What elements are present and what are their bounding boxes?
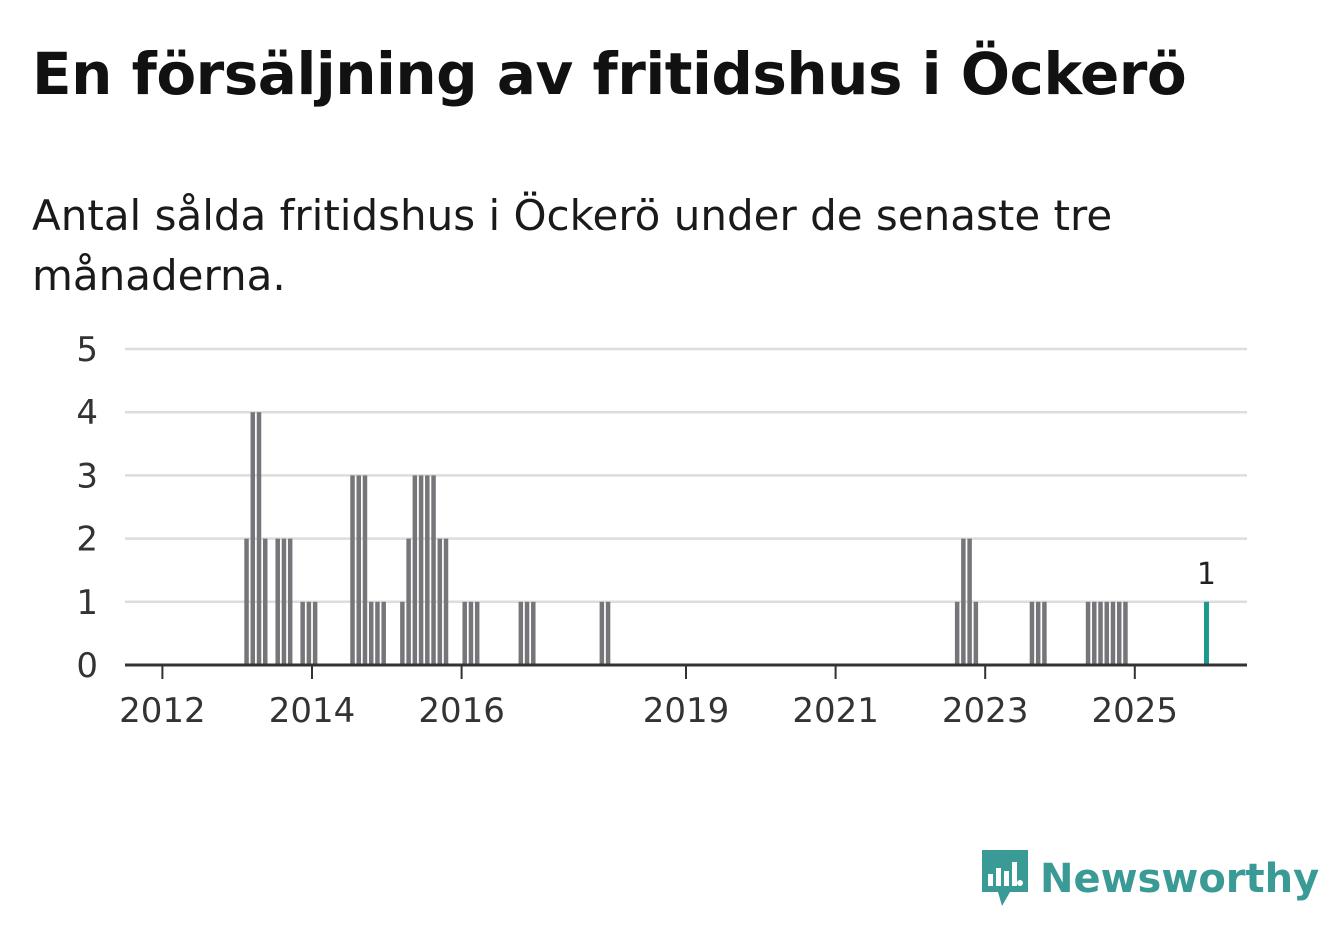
bar <box>425 475 430 665</box>
x-tick-label: 2019 <box>643 691 730 731</box>
x-tick-label: 2016 <box>418 691 505 731</box>
bar <box>418 475 424 665</box>
bar <box>431 475 436 665</box>
bar <box>362 475 368 665</box>
bar <box>406 538 411 665</box>
bar <box>1098 601 1103 665</box>
bar <box>599 601 605 665</box>
highlight-bar-label: 1 <box>1197 557 1216 592</box>
bar <box>368 601 374 665</box>
bar <box>412 475 418 665</box>
bar <box>1116 601 1122 665</box>
x-tick-label: 2023 <box>942 691 1029 731</box>
bar <box>287 538 293 665</box>
y-tick-label: 1 <box>76 583 98 623</box>
bar <box>256 412 262 665</box>
bar <box>443 538 449 665</box>
y-tick-label: 4 <box>76 393 98 433</box>
bar <box>1110 601 1116 665</box>
bar <box>381 601 386 665</box>
newsworthy-logo-text: Newsworthy <box>1040 856 1320 902</box>
bar <box>1029 601 1035 665</box>
bar <box>1123 601 1128 665</box>
bar-chart: 1 0 1 2 3 4 5 2012 2014 2016 2019 2021 2023 2025 <box>76 330 1247 731</box>
x-tick-label: 2014 <box>269 691 356 731</box>
y-tick-label: 5 <box>76 330 98 370</box>
bar <box>350 475 355 665</box>
bar <box>954 601 960 665</box>
bar <box>531 601 536 665</box>
y-tick-label: 0 <box>76 646 98 686</box>
bar <box>468 601 474 665</box>
bar <box>462 601 467 665</box>
grid-lines <box>125 347 1247 604</box>
bar <box>1042 601 1047 665</box>
bar <box>306 601 312 665</box>
bar <box>1085 601 1091 665</box>
bar <box>1092 601 1097 665</box>
bar <box>244 538 249 665</box>
axes: 0 1 2 3 4 5 2012 2014 2016 2019 2021 2023 2025 <box>76 330 1247 731</box>
bar <box>474 601 480 665</box>
bar <box>400 601 405 665</box>
bar <box>263 538 268 665</box>
highlight-bar <box>1203 601 1209 665</box>
bar <box>524 601 530 665</box>
chart-subtitle: Antal sålda fritidshus i Öckerö under de… <box>32 191 1113 300</box>
bar <box>973 601 979 665</box>
newsworthy-logo: Newsworthy <box>980 848 1319 910</box>
bar <box>967 538 972 665</box>
y-tick-label: 3 <box>76 456 98 496</box>
bar <box>312 601 318 665</box>
x-tick-label: 2025 <box>1092 691 1179 731</box>
y-tick-label: 2 <box>76 520 98 560</box>
bar <box>518 601 524 665</box>
chart-title: En försäljning av fritidshus i Öckerö <box>32 40 1187 108</box>
x-tick-label: 2012 <box>119 691 206 731</box>
bar <box>300 601 305 665</box>
bar <box>605 601 611 665</box>
bars: 1 <box>244 412 1216 665</box>
bar <box>1035 601 1041 665</box>
bar <box>275 538 280 665</box>
newsworthy-logo-icon <box>982 850 1028 906</box>
bar <box>375 601 380 665</box>
bar <box>437 538 443 665</box>
x-tick-label: 2021 <box>792 691 879 731</box>
bar <box>356 475 361 665</box>
bar <box>281 538 287 665</box>
bar <box>961 538 966 665</box>
bar <box>250 412 256 665</box>
bar <box>1104 601 1109 665</box>
